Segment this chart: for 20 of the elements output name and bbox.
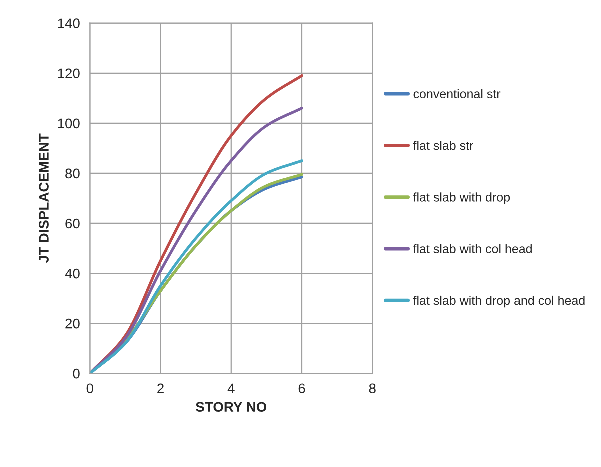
x-tick-label: 8 xyxy=(369,384,376,394)
legend-label: conventional str xyxy=(414,89,501,99)
y-tick-label: 40 xyxy=(65,268,80,279)
y-tick-label: 20 xyxy=(66,318,80,329)
x-tick-label: 4 xyxy=(228,384,235,394)
legend-label: flat slab with col head xyxy=(413,244,532,254)
legend-label: flat slab str xyxy=(413,140,474,150)
y-tick-label: 120 xyxy=(58,68,80,79)
x-axis-title: STORY NO xyxy=(196,402,267,412)
x-tick-label: 6 xyxy=(298,384,306,394)
y-tick-label: 0 xyxy=(73,368,80,379)
y-tick-label: 140 xyxy=(58,18,80,29)
x-tick-label: 0 xyxy=(86,384,94,394)
y-tick-label: 80 xyxy=(66,168,80,179)
y-tick-label: 100 xyxy=(58,118,80,129)
legend-label: flat slab with drop xyxy=(413,192,510,204)
y-axis-title: JT DISPLACEMENT xyxy=(39,134,49,264)
y-tick-label: 60 xyxy=(66,218,80,229)
legend-label: flat slab with drop and col head xyxy=(413,296,585,308)
x-tick-label: 2 xyxy=(158,384,164,394)
